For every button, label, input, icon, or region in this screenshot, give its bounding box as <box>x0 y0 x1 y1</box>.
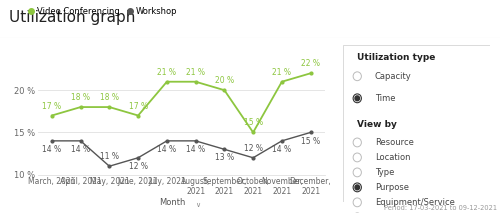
Text: 17 %: 17 % <box>42 102 62 111</box>
Text: Equipment/Service: Equipment/Service <box>375 198 455 207</box>
Text: 14 %: 14 % <box>272 145 291 154</box>
Text: 21 %: 21 % <box>186 68 205 77</box>
Text: Purpose: Purpose <box>375 183 409 192</box>
Circle shape <box>355 96 360 101</box>
Text: 15 %: 15 % <box>301 137 320 145</box>
Text: 15 %: 15 % <box>244 118 262 127</box>
Text: Month: Month <box>160 198 186 207</box>
Text: Utilization type: Utilization type <box>357 53 436 62</box>
Text: 11 %: 11 % <box>100 152 119 161</box>
Text: View by: View by <box>357 120 397 129</box>
Text: Location: Location <box>375 153 410 162</box>
Text: 18 %: 18 % <box>100 93 119 102</box>
Text: 21 %: 21 % <box>158 68 176 77</box>
Text: 14 %: 14 % <box>158 145 176 154</box>
Text: 12 %: 12 % <box>128 162 148 171</box>
Legend: Video Conferencing, Workshop: Video Conferencing, Workshop <box>24 4 180 20</box>
Text: 21 %: 21 % <box>272 68 291 77</box>
Text: 14 %: 14 % <box>71 145 90 154</box>
Text: 13 %: 13 % <box>215 153 234 163</box>
Text: ∨: ∨ <box>195 202 200 208</box>
Text: Utilization graph: Utilization graph <box>9 10 136 25</box>
Text: Resource: Resource <box>375 138 414 147</box>
Text: Type: Type <box>375 168 394 177</box>
Text: 18 %: 18 % <box>71 93 90 102</box>
Text: 14 %: 14 % <box>42 145 62 154</box>
Text: 14 %: 14 % <box>186 145 205 154</box>
Text: Period: 17-03-2021 to 09-12-2021: Period: 17-03-2021 to 09-12-2021 <box>384 205 498 211</box>
Text: 17 %: 17 % <box>128 102 148 111</box>
FancyBboxPatch shape <box>342 45 490 202</box>
Text: 20 %: 20 % <box>215 76 234 85</box>
Text: 22 %: 22 % <box>301 59 320 68</box>
Text: Capacity: Capacity <box>375 72 412 81</box>
Text: 12 %: 12 % <box>244 144 262 153</box>
Text: Time: Time <box>375 94 396 103</box>
Circle shape <box>355 185 360 190</box>
